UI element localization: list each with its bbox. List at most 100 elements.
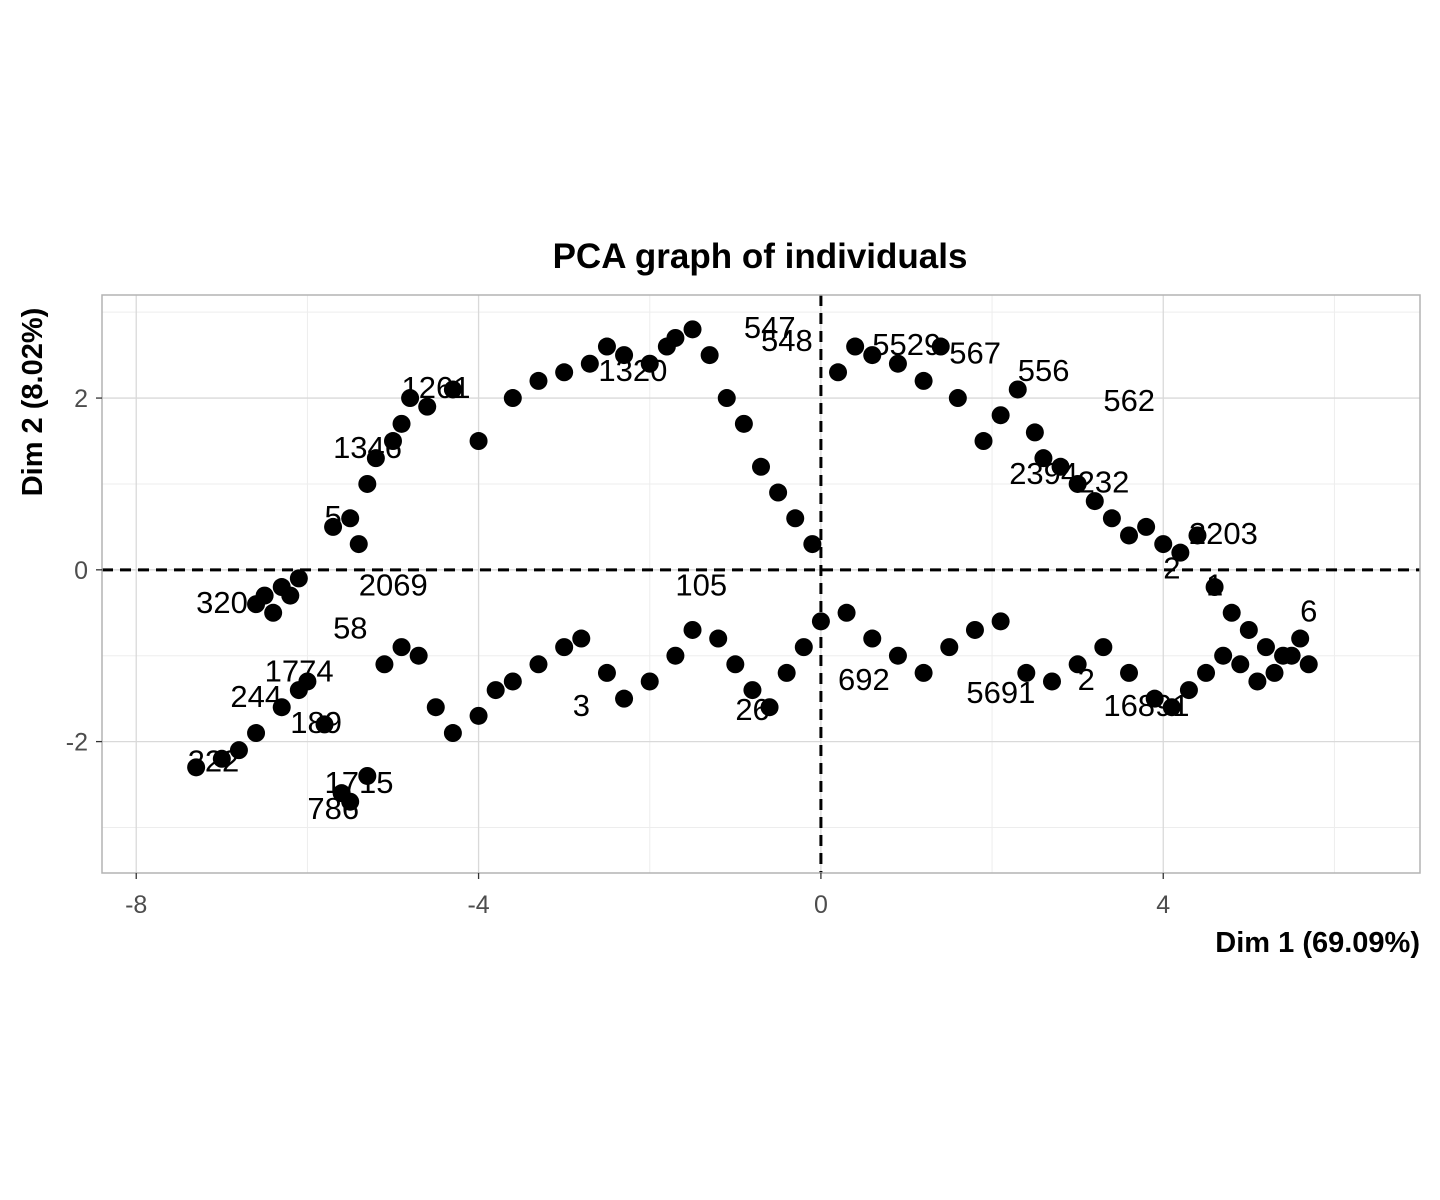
data-point	[1214, 646, 1233, 665]
point-label: 1320	[598, 353, 667, 388]
data-point	[769, 483, 788, 502]
data-point	[760, 698, 779, 717]
data-point	[846, 337, 865, 356]
point-label: 244	[230, 679, 282, 714]
point-label: 5	[325, 499, 342, 534]
data-point	[1188, 526, 1207, 545]
point-label: 692	[838, 662, 890, 697]
point-label: 2	[1163, 550, 1180, 585]
point-label: 1774	[265, 653, 334, 688]
plot-border	[101, 294, 1421, 874]
point-label: 58	[333, 611, 367, 646]
data-point	[1222, 603, 1241, 622]
data-point	[743, 681, 762, 700]
data-point	[803, 535, 822, 554]
data-point	[1051, 457, 1070, 476]
point-label: 6	[1300, 593, 1317, 628]
data-point	[555, 363, 574, 382]
data-point	[786, 509, 805, 528]
y-tick-label: 0	[74, 557, 88, 585]
data-point	[529, 655, 548, 674]
data-point	[863, 346, 882, 365]
data-point	[1102, 509, 1121, 528]
point-label: 16891	[1103, 688, 1189, 723]
data-point	[469, 432, 488, 451]
data-point	[1154, 535, 1173, 554]
data-point	[1265, 663, 1284, 682]
data-point	[426, 698, 445, 717]
data-point	[914, 371, 933, 390]
data-point	[811, 612, 830, 631]
data-point	[341, 509, 360, 528]
point-label: 548	[761, 323, 813, 358]
data-point	[349, 535, 368, 554]
data-point	[298, 672, 317, 691]
data-point	[1231, 655, 1250, 674]
point-label: 2394	[1009, 456, 1078, 491]
data-point	[597, 337, 616, 356]
data-point	[829, 363, 848, 382]
data-point	[572, 629, 591, 648]
data-point	[264, 603, 283, 622]
data-point	[666, 646, 685, 665]
data-point	[683, 620, 702, 639]
data-point	[888, 354, 907, 373]
point-label: 26	[735, 692, 769, 727]
point-label: 2069	[359, 568, 428, 603]
x-tick-label: -8	[125, 891, 147, 919]
data-point	[255, 586, 274, 605]
data-point	[375, 655, 394, 674]
point-label: 1346	[333, 430, 402, 465]
data-point	[503, 389, 522, 408]
data-point	[469, 706, 488, 725]
y-tick-label: 2	[74, 385, 88, 413]
data-point	[555, 638, 574, 657]
reference-lines	[102, 295, 1420, 873]
data-point	[358, 474, 377, 493]
x-tick-label: -4	[467, 891, 489, 919]
data-point	[1034, 449, 1053, 468]
data-point	[991, 406, 1010, 425]
point-label: 189	[290, 705, 342, 740]
data-point	[700, 346, 719, 365]
data-point	[1085, 492, 1104, 511]
data-point	[486, 681, 505, 700]
point-label: 786	[307, 791, 359, 826]
data-point	[443, 724, 462, 743]
data-point	[974, 432, 993, 451]
data-point	[1248, 672, 1267, 691]
data-point	[383, 432, 402, 451]
data-point	[324, 517, 343, 536]
data-point	[1137, 517, 1156, 536]
point-label: 105	[675, 568, 727, 603]
data-point	[392, 638, 411, 657]
data-point	[1068, 474, 1087, 493]
data-point	[358, 766, 377, 785]
point-label: 547	[744, 310, 796, 345]
data-point	[503, 672, 522, 691]
data-point	[948, 389, 967, 408]
data-point	[683, 320, 702, 339]
y-tick-label: -2	[66, 729, 88, 757]
x-axis-title: Dim 1 (69.09%)	[1215, 927, 1420, 959]
data-point	[392, 414, 411, 433]
data-point	[965, 620, 984, 639]
data-point	[315, 715, 334, 734]
data-point	[1120, 663, 1139, 682]
data-point	[289, 569, 308, 588]
data-point	[1145, 689, 1164, 708]
point-label: 1	[1206, 568, 1223, 603]
points-layer	[187, 320, 1318, 811]
data-point	[931, 337, 950, 356]
data-point	[401, 389, 420, 408]
data-point	[580, 354, 599, 373]
data-point	[1025, 423, 1044, 442]
data-point	[777, 663, 796, 682]
data-point	[991, 612, 1010, 631]
y-axis-title: Dim 2 (8.02%)	[17, 308, 49, 497]
data-point	[794, 638, 813, 657]
data-point	[1197, 663, 1216, 682]
data-point	[1299, 655, 1318, 674]
